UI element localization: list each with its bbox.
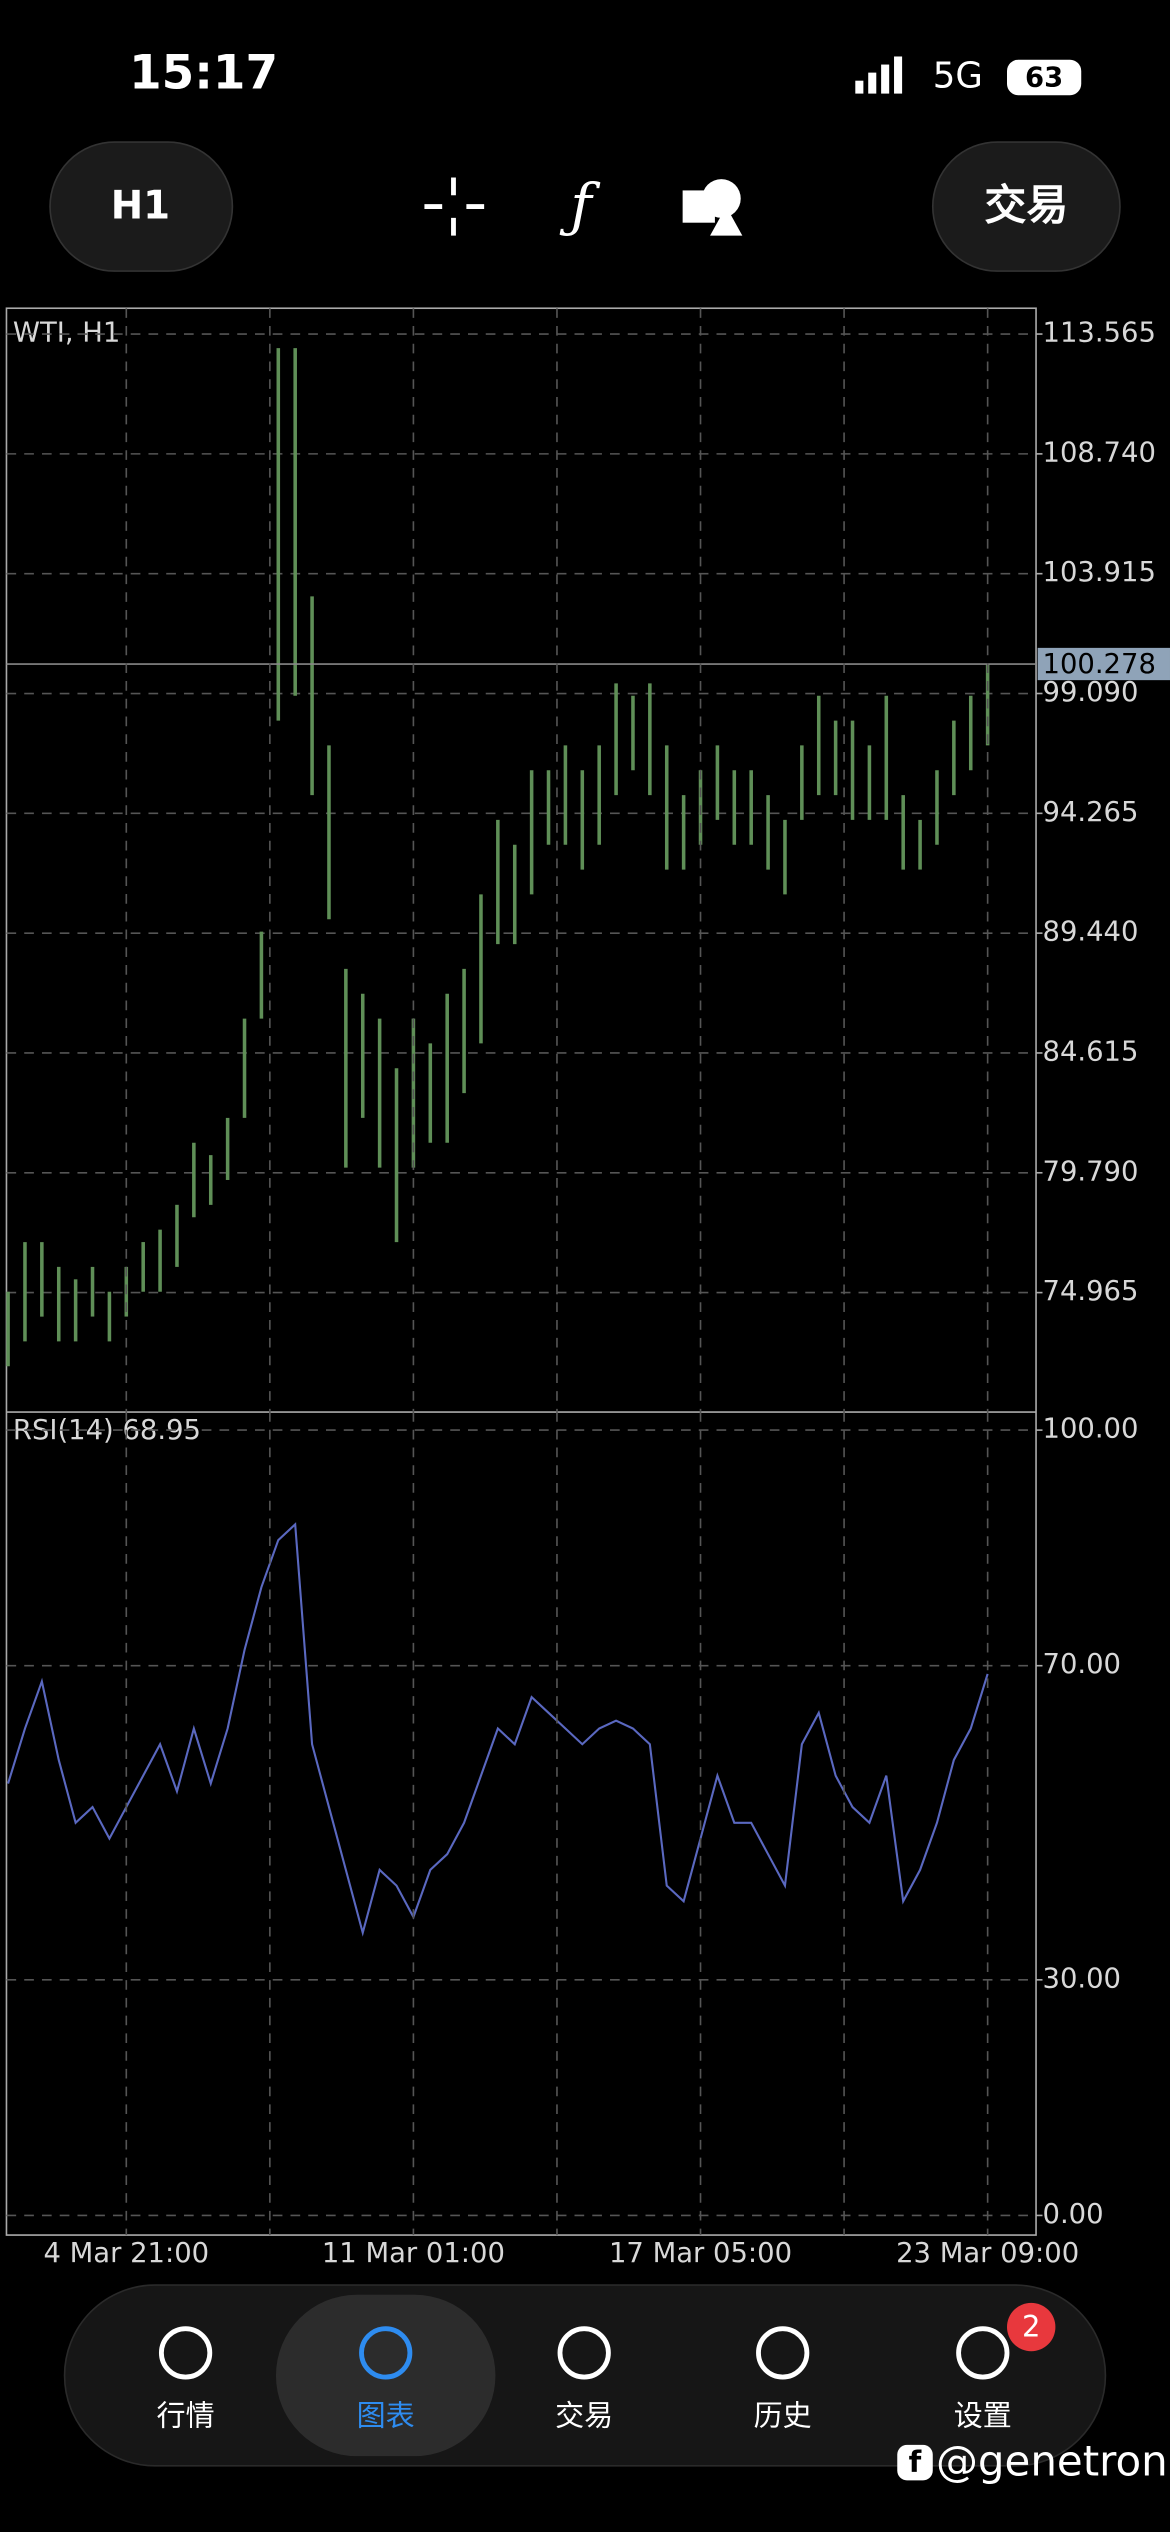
crosshair-icon[interactable] [424, 177, 485, 236]
y-tick-label: 0.00 [1043, 2199, 1104, 2230]
watermark-icon-letter: f [909, 2445, 922, 2479]
trade-button[interactable] [931, 141, 1121, 272]
indicator-icon[interactable]: ƒ [559, 171, 601, 239]
y-tick-label: 79.790 [1043, 1156, 1139, 1187]
current-price-box [1037, 647, 1170, 681]
y-tick-label: 84.615 [1043, 1036, 1139, 1067]
battery-level: 63 [1025, 63, 1063, 94]
tab-icon[interactable] [956, 2326, 1010, 2380]
x-tick-label: 4 Mar 21:00 [43, 2238, 209, 2269]
signal-icon [855, 56, 903, 94]
y-tick-label: 89.440 [1043, 917, 1139, 948]
objects-icon[interactable] [682, 179, 743, 236]
battery [1007, 59, 1082, 96]
x-tick-label: 17 Mar 05:00 [609, 2238, 792, 2269]
tab-icon[interactable] [359, 2326, 413, 2380]
y-tick-label: 30.00 [1043, 1963, 1122, 1994]
y-tick-label: 94.265 [1043, 797, 1139, 828]
trade-button-label[interactable]: 交易 [984, 181, 1068, 230]
x-tick-label: 23 Mar 09:00 [896, 2238, 1079, 2269]
timeframe[interactable]: H1 [111, 184, 170, 229]
y-tick-label: 108.740 [1043, 437, 1156, 468]
rsi-line [7, 1522, 989, 1937]
current-price-label: 100.278 [1043, 649, 1156, 680]
x-tick-label: 11 Mar 01:00 [322, 2238, 505, 2269]
chart-title: WTI, H1 [13, 318, 120, 349]
y-tick-label: 74.965 [1043, 1276, 1139, 1307]
y-tick-label: 103.915 [1043, 557, 1156, 588]
timeframe-button[interactable] [49, 141, 234, 272]
badge-count: 2 [1022, 2310, 1040, 2344]
tab-icon[interactable] [557, 2326, 611, 2380]
tab-label[interactable]: 图表 [357, 2398, 415, 2432]
y-tick-label: 113.565 [1043, 318, 1156, 349]
tab-label[interactable]: 历史 [754, 2398, 812, 2432]
badge [1007, 2302, 1056, 2352]
y-tick-label: 99.090 [1043, 677, 1139, 708]
clock: 15:17 [129, 46, 278, 100]
watermark: @genetron [936, 2437, 1168, 2486]
watermark-icon [897, 2444, 933, 2481]
y-tick-label: 100.00 [1043, 1414, 1139, 1445]
network: 5G [933, 55, 983, 96]
y-tick-label: 70.00 [1043, 1649, 1122, 1680]
tab-label[interactable]: 交易 [555, 2398, 613, 2432]
tab-icon[interactable] [756, 2326, 810, 2380]
tab-icon[interactable] [158, 2326, 213, 2380]
chart-frame [5, 307, 1037, 2236]
tab-label[interactable]: 设置 [954, 2398, 1012, 2432]
tab-label[interactable]: 行情 [157, 2398, 215, 2432]
